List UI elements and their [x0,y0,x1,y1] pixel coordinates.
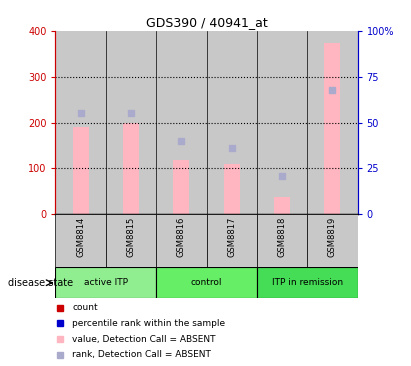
Bar [73,127,89,214]
Title: GDS390 / 40941_at: GDS390 / 40941_at [145,15,268,29]
Bar [156,267,257,298]
Bar [257,267,358,298]
Text: count: count [72,303,98,313]
Bar [257,214,307,267]
Text: value, Detection Call = ABSENT: value, Detection Call = ABSENT [72,335,216,344]
Bar [307,31,358,214]
Text: ITP in remission: ITP in remission [272,278,343,287]
Text: GSM8816: GSM8816 [177,217,186,257]
Bar [55,267,156,298]
Text: rank, Detection Call = ABSENT: rank, Detection Call = ABSENT [72,350,211,359]
Bar [206,214,257,267]
Text: GSM8819: GSM8819 [328,217,337,257]
Bar [156,214,206,267]
Text: control: control [191,278,222,287]
Bar [224,164,240,214]
Text: GSM8818: GSM8818 [277,217,286,257]
Bar [257,31,307,214]
Bar [206,31,257,214]
Bar [55,214,106,267]
Text: GSM8815: GSM8815 [127,217,136,257]
Bar [324,42,340,214]
Text: disease state: disease state [8,278,73,288]
Bar [55,31,106,214]
Bar [274,197,290,214]
Bar [123,123,139,214]
Text: GSM8817: GSM8817 [227,217,236,257]
Text: GSM8814: GSM8814 [76,217,85,257]
Text: active ITP: active ITP [84,278,128,287]
Bar [173,160,189,214]
Bar [106,31,156,214]
Bar [106,214,156,267]
Bar [156,31,206,214]
Text: percentile rank within the sample: percentile rank within the sample [72,319,226,328]
Bar [307,214,358,267]
